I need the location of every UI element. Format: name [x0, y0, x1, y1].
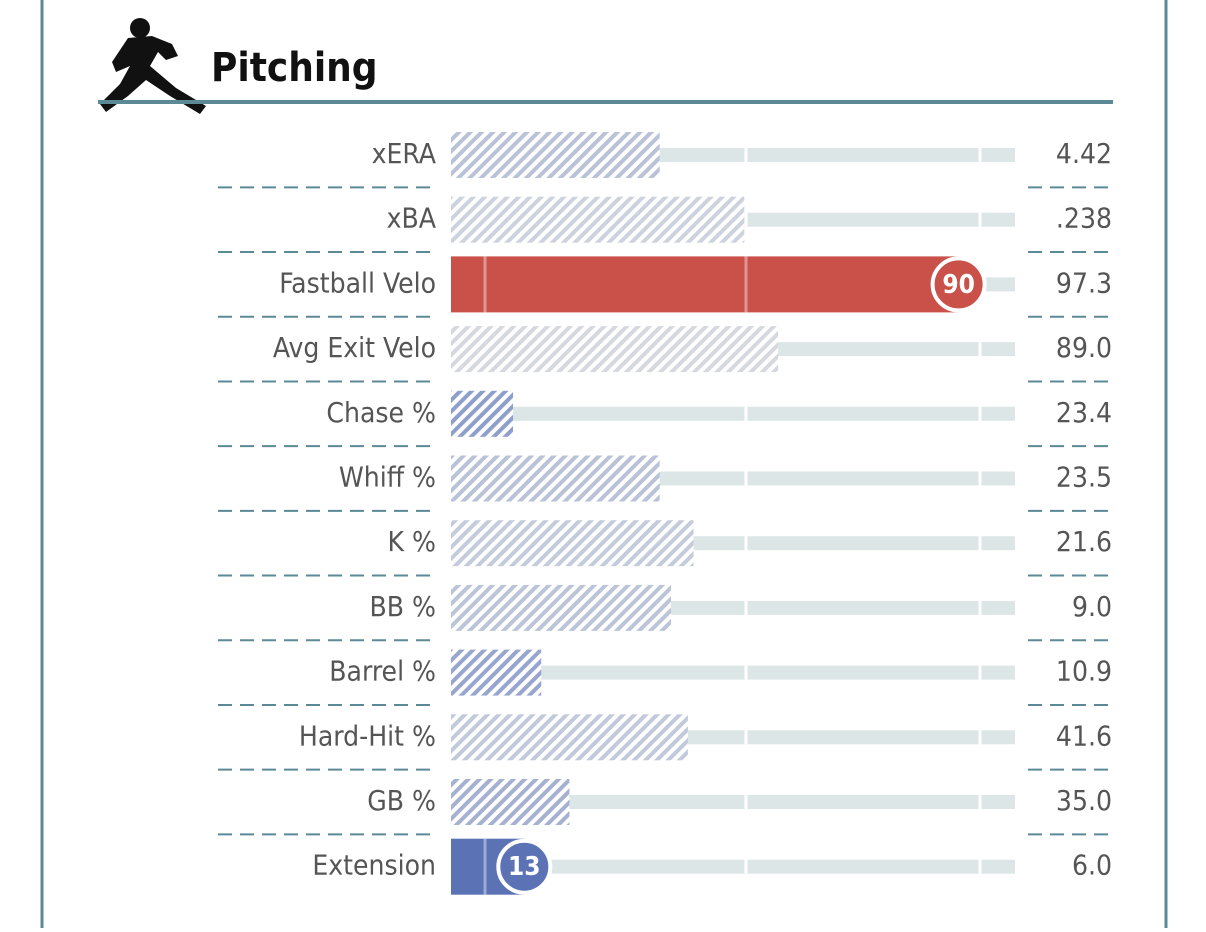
metric-label: xBA [387, 202, 437, 235]
metric-label: K % [388, 525, 436, 558]
metric-label: xERA [372, 137, 437, 170]
metric-label: Avg Exit Velo [273, 331, 436, 364]
bar [451, 520, 694, 567]
bar [451, 196, 745, 243]
track [451, 859, 1015, 874]
stat-value: 9.0 [1072, 590, 1112, 623]
stat-value: .238 [1056, 202, 1112, 235]
bar [451, 455, 660, 502]
stat-value: 23.5 [1056, 461, 1112, 494]
stat-value: 4.42 [1056, 137, 1112, 170]
stat-value: 10.9 [1056, 655, 1112, 688]
percentile-badge [930, 256, 987, 313]
stat-value: 41.6 [1056, 719, 1112, 752]
bar [451, 390, 514, 437]
bar [451, 326, 779, 373]
stat-value: 35.0 [1056, 784, 1112, 817]
stat-value: 23.4 [1056, 396, 1112, 429]
metric-label: Barrel % [329, 655, 436, 688]
percentile-badge [496, 838, 553, 895]
metric-label: GB % [367, 784, 436, 817]
metric-label: BB % [370, 590, 437, 623]
track [451, 665, 1015, 680]
metric-label: Chase % [326, 396, 436, 429]
metric-label: Fastball Velo [279, 266, 436, 299]
metric-label: Extension [312, 849, 436, 882]
bar [451, 584, 671, 631]
bar [451, 256, 959, 313]
metric-label: Hard-Hit % [299, 719, 436, 752]
metric-label: Whiff % [339, 461, 436, 494]
stat-value: 89.0 [1056, 331, 1112, 364]
percentile-label: 90 [942, 270, 975, 300]
bar [451, 649, 542, 696]
bar [451, 132, 660, 178]
chart-title: Pitching [211, 45, 378, 91]
bar [451, 779, 570, 825]
stat-value: 6.0 [1072, 849, 1112, 882]
track [451, 406, 1015, 421]
pitcher-icon [100, 18, 206, 114]
percentile-label: 13 [508, 852, 541, 882]
track [451, 795, 1015, 809]
bar [451, 714, 688, 761]
stat-value: 97.3 [1056, 266, 1112, 299]
stat-value: 21.6 [1056, 525, 1112, 558]
